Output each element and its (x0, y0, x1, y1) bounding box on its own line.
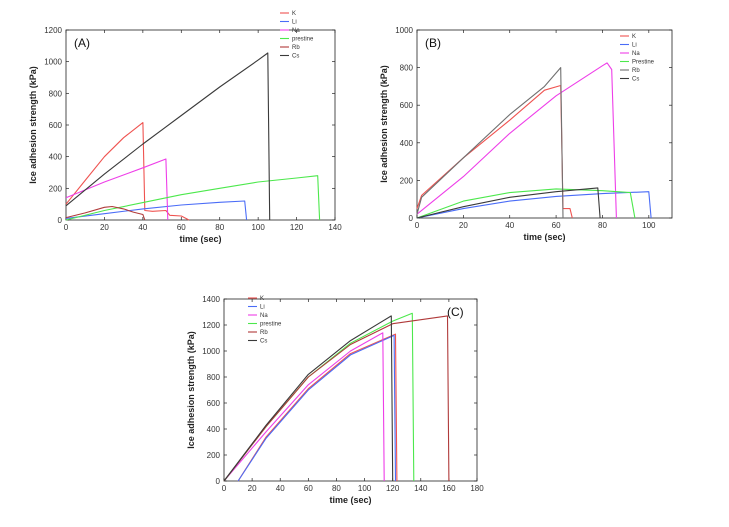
legend-label: Na (292, 28, 300, 34)
x-tick-label: 20 (248, 484, 257, 493)
y-tick-label: 1000 (44, 58, 62, 67)
x-tick-label: 0 (415, 221, 420, 230)
y-tick-label: 800 (207, 373, 221, 382)
x-tick-label: 20 (459, 221, 468, 230)
series-line-cs (223, 315, 394, 482)
series-line-rb (65, 205, 146, 221)
legend: K Li Na prestine Rb Cs (248, 296, 282, 345)
y-tick-label: 0 (409, 214, 414, 223)
x-tick-label: 140 (328, 223, 342, 232)
y-axis-label: Ice adhesion strength (kPa) (28, 66, 38, 184)
y-tick-label: 600 (49, 121, 63, 130)
x-tick-label: 60 (304, 484, 313, 493)
panel-label: (B) (425, 36, 441, 50)
y-tick-label: 200 (207, 451, 221, 460)
legend-label: K (260, 296, 264, 302)
legend-label: prestine (260, 322, 282, 328)
x-tick-label: 160 (442, 484, 456, 493)
series-line-prestine (416, 188, 636, 219)
legend-label: Cs (292, 54, 299, 60)
x-tick-label: 20 (100, 223, 109, 232)
x-axis-label: time (sec) (179, 234, 221, 244)
y-tick-label: 1200 (202, 321, 220, 330)
y-tick-label: 1000 (395, 26, 413, 35)
x-tick-label: 80 (598, 221, 607, 230)
y-tick-label: 0 (216, 477, 221, 486)
y-tick-label: 400 (400, 139, 414, 148)
x-tick-label: 100 (251, 223, 265, 232)
x-tick-label: 180 (470, 484, 484, 493)
series-line-k (65, 122, 190, 221)
legend-label: Cs (260, 339, 267, 345)
x-tick-label: 40 (138, 223, 147, 232)
x-tick-label: 80 (332, 484, 341, 493)
plot-frame (223, 298, 478, 482)
chart-panel-2: 0 20 40 60 80 100 120 140 160 180 0 200 400 600 800 100… (186, 295, 484, 505)
legend-label: Cs (632, 77, 639, 83)
x-tick-label: 100 (358, 484, 372, 493)
legend: K Li Na Prestine Rb Cs (620, 34, 655, 83)
legend-label: K (632, 34, 636, 40)
y-tick-label: 1400 (202, 295, 220, 304)
x-tick-label: 0 (222, 484, 227, 493)
panel-label: (C) (447, 305, 464, 319)
series-line-li (237, 334, 397, 482)
panel-label: (A) (74, 36, 90, 50)
legend-label: Rb (632, 68, 640, 74)
x-tick-label: 40 (505, 221, 514, 230)
y-tick-label: 1000 (202, 347, 220, 356)
legend-label: Rb (260, 330, 268, 336)
series-line-li (65, 200, 248, 221)
y-axis-label: Ice adhesion strength (kPa) (379, 65, 389, 183)
chart-panel-0: 0 20 40 60 80 100 120 140 0 200 400 600 800 1000 1200 t… (28, 11, 342, 244)
x-axis-label: time (sec) (329, 495, 371, 505)
legend-label: Li (260, 305, 265, 311)
series-line-rb (416, 67, 564, 219)
x-tick-label: 60 (552, 221, 561, 230)
x-tick-label: 0 (64, 223, 69, 232)
y-tick-label: 200 (400, 176, 414, 185)
series-line-na (223, 332, 385, 482)
y-tick-label: 800 (49, 89, 63, 98)
legend-label: prestine (292, 37, 314, 43)
series-line-k (237, 333, 398, 482)
series-line-rb (223, 315, 450, 482)
x-tick-label: 80 (215, 223, 224, 232)
series-line-k (416, 84, 573, 219)
series-line-cs (65, 52, 271, 221)
x-tick-label: 40 (276, 484, 285, 493)
plot-frame (416, 29, 673, 219)
y-tick-label: 400 (207, 425, 221, 434)
series-line-na (65, 158, 169, 221)
y-tick-label: 800 (400, 64, 414, 73)
series-line-na (416, 62, 617, 219)
y-tick-label: 400 (49, 153, 63, 162)
legend-label: Prestine (632, 60, 655, 66)
y-tick-label: 1200 (44, 26, 62, 35)
legend-label: Li (292, 20, 297, 26)
x-axis-label: time (sec) (523, 232, 565, 242)
legend: K Li Na prestine Rb Cs (280, 11, 314, 60)
x-tick-label: 120 (290, 223, 304, 232)
x-tick-label: 120 (386, 484, 400, 493)
legend-label: Na (632, 51, 640, 57)
legend-label: Rb (292, 45, 300, 51)
series-line-cs (416, 187, 601, 219)
y-tick-label: 600 (400, 101, 414, 110)
y-tick-label: 200 (49, 184, 63, 193)
x-tick-label: 140 (414, 484, 428, 493)
legend-label: K (292, 11, 296, 17)
x-tick-label: 60 (177, 223, 186, 232)
legend-label: Na (260, 313, 268, 319)
y-tick-label: 600 (207, 399, 221, 408)
x-tick-label: 100 (642, 221, 656, 230)
series-line-li (416, 191, 652, 219)
y-tick-label: 0 (58, 216, 63, 225)
y-axis-label: Ice adhesion strength (kPa) (186, 331, 196, 449)
legend-label: Li (632, 43, 637, 49)
